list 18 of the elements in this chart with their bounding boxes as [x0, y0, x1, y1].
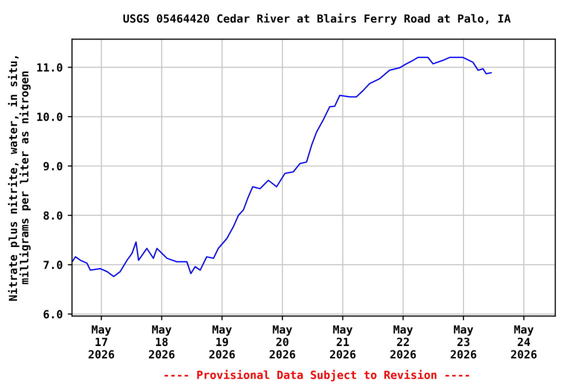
y-tick-label: 10.0: [37, 112, 62, 122]
line-series: [72, 56, 492, 278]
y-tick-label: 6.0: [44, 310, 62, 318]
x-tick-label: May 17 2026: [88, 325, 114, 359]
y-tick-label: 9.0: [44, 162, 62, 170]
y-tick-label: 7.0: [44, 260, 62, 270]
x-tick-label: May 23 2026: [450, 325, 476, 359]
y-tick-label: 11.0: [37, 63, 62, 72]
x-tick-label: May 24 2026: [511, 325, 537, 359]
x-tick-label: May 18 2026: [148, 325, 174, 359]
x-tick-label: May 22 2026: [390, 325, 416, 359]
y-tick-label: 8.0: [44, 211, 62, 220]
text: ---- Provisional Data Subject to Revision ----: [164, 370, 470, 382]
x-tick-label: May 20 2026: [270, 325, 296, 359]
chart-title: USGS 05464420 Cedar River at Blairs Ferry Road at Palo, IA: [123, 14, 511, 25]
x-tick-label: May 19 2026: [209, 325, 235, 359]
y-axis-title: Nitrate plus nitrite, water, in situ, milligrams per liter as nitrogen: [8, 56, 31, 301]
x-tick-label: May 21 2026: [330, 325, 356, 359]
